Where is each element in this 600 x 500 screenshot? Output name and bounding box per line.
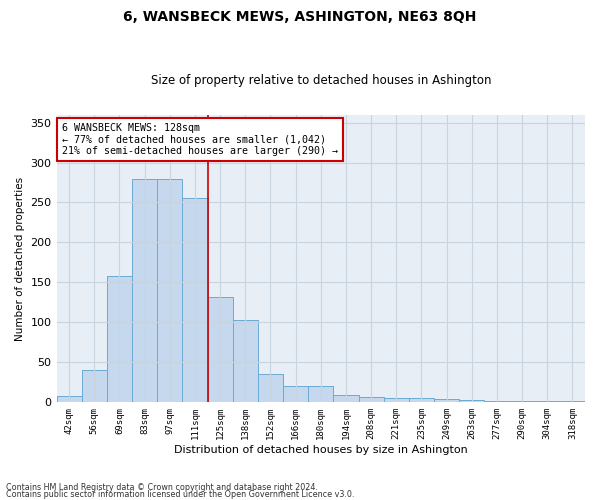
Bar (182, 198, 208, 402)
Bar (157, 178, 182, 402)
Bar (107, 276, 132, 402)
Text: Contains public sector information licensed under the Open Government Licence v3: Contains public sector information licen… (6, 490, 355, 499)
Text: 6, WANSBECK MEWS, ASHINGTON, NE63 8QH: 6, WANSBECK MEWS, ASHINGTON, NE63 8QH (124, 10, 476, 24)
Bar (308, 386, 334, 402)
Bar (208, 297, 233, 403)
Bar (258, 374, 283, 402)
X-axis label: Distribution of detached houses by size in Ashington: Distribution of detached houses by size … (174, 445, 467, 455)
Bar (82, 370, 107, 402)
Bar (56, 396, 82, 402)
Bar (283, 386, 308, 402)
Bar (383, 398, 409, 402)
Bar (334, 395, 359, 402)
Text: Contains HM Land Registry data © Crown copyright and database right 2024.: Contains HM Land Registry data © Crown c… (6, 484, 318, 492)
Bar (535, 400, 560, 402)
Bar (409, 398, 434, 402)
Title: Size of property relative to detached houses in Ashington: Size of property relative to detached ho… (151, 74, 491, 87)
Bar (484, 400, 509, 402)
Bar (359, 396, 383, 402)
Y-axis label: Number of detached properties: Number of detached properties (15, 176, 25, 340)
Bar (560, 400, 585, 402)
Text: 6 WANSBECK MEWS: 128sqm
← 77% of detached houses are smaller (1,042)
21% of semi: 6 WANSBECK MEWS: 128sqm ← 77% of detache… (62, 123, 338, 156)
Bar (509, 400, 535, 402)
Bar (233, 320, 258, 402)
Bar (434, 399, 459, 402)
Bar (459, 400, 484, 402)
Bar (132, 178, 157, 402)
